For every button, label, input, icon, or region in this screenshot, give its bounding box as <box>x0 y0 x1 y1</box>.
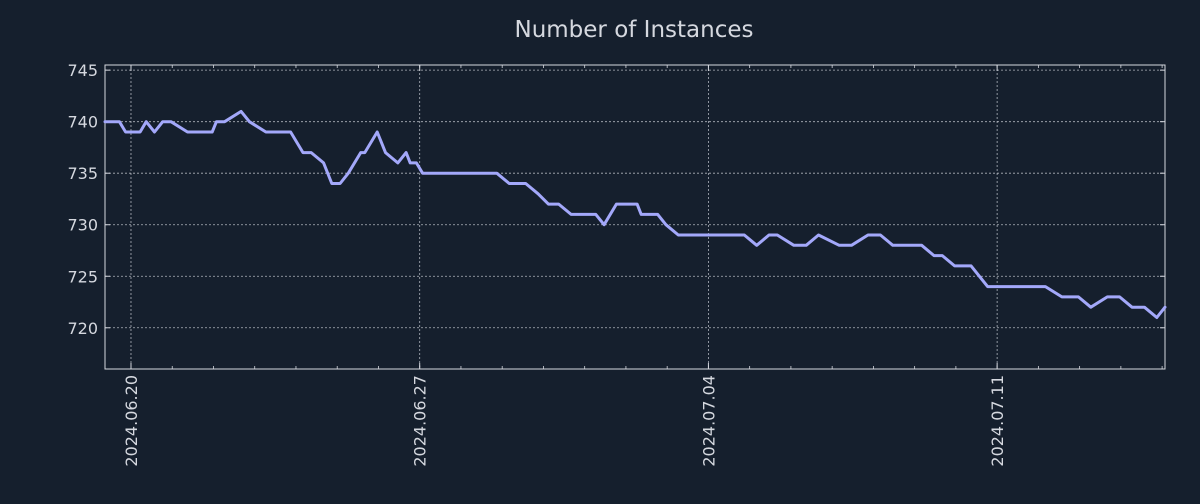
y-tick-label: 720 <box>67 319 98 338</box>
y-tick-label: 745 <box>67 61 98 80</box>
x-tick-label: 2024.07.04 <box>699 375 718 467</box>
y-tick-label: 740 <box>67 113 98 132</box>
axes: 720 725 730 735 740 745 2024.06.20 2024.06.27 20… <box>67 61 1166 467</box>
x-tick-label: 2024.06.27 <box>411 375 430 467</box>
series-layer <box>103 109 1167 319</box>
grid <box>105 65 1165 369</box>
x-tick-label: 2024.07.11 <box>988 375 1007 467</box>
y-tick-label: 725 <box>67 267 98 286</box>
y-tick-label: 730 <box>67 216 98 235</box>
chart-title: Number of Instances <box>515 17 754 43</box>
plot-frame <box>104 64 1166 370</box>
y-tick-label: 735 <box>67 164 98 183</box>
x-tick-label: 2024.06.20 <box>122 375 141 467</box>
series-line-number-of-instances <box>103 109 1167 319</box>
